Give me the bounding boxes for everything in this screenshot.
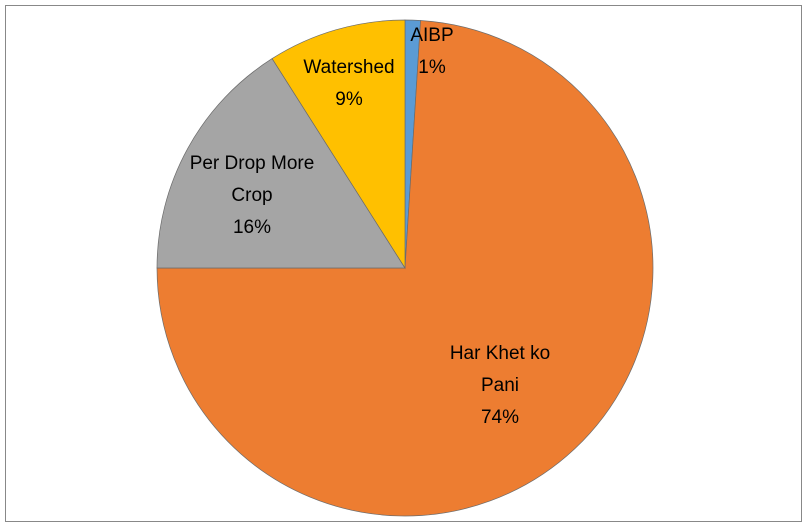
slice-label: Har Khet ko Pani 74% [435,338,565,434]
pie-slice [156,58,406,269]
category-label: Har Khet ko Pani [449,343,551,396]
slice-label: Per Drop More Crop 16% [187,148,317,244]
category-label: AIBP [410,25,454,46]
value-label: 16% [232,217,272,238]
value-label: 9% [335,89,363,110]
pie-slice [271,19,406,270]
slice-label: AIBP 1% [397,20,467,84]
category-label: Watershed [303,57,395,78]
category-label: Per Drop More Crop [189,153,315,206]
value-label: 74% [480,407,520,428]
slice-label: Watershed 9% [279,52,419,116]
value-label: 1% [418,57,446,78]
